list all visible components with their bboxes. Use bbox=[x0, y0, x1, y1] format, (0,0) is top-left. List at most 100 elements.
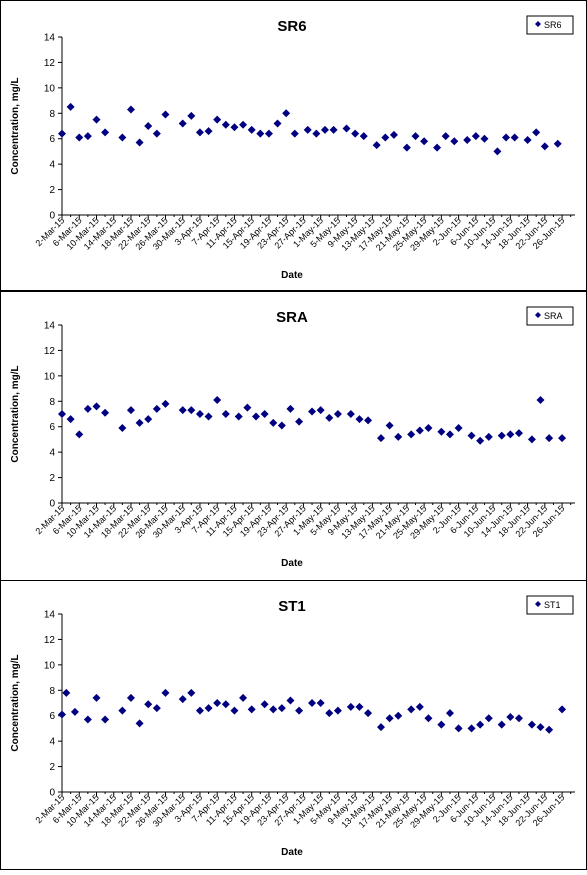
legend-label: SR6 bbox=[544, 20, 562, 30]
data-point bbox=[372, 141, 381, 150]
data-point bbox=[152, 704, 161, 713]
data-point bbox=[558, 434, 567, 443]
data-point bbox=[325, 709, 334, 718]
y-tick-label: 4 bbox=[49, 737, 55, 748]
data-point bbox=[385, 421, 394, 430]
data-point bbox=[329, 125, 338, 134]
data-point bbox=[161, 399, 170, 408]
data-point bbox=[221, 410, 230, 418]
data-point bbox=[118, 423, 127, 432]
data-point bbox=[441, 132, 450, 141]
data-point bbox=[230, 123, 239, 132]
data-point bbox=[144, 122, 153, 130]
data-point bbox=[178, 695, 187, 704]
data-point bbox=[239, 693, 248, 702]
data-point bbox=[364, 416, 373, 425]
data-point bbox=[502, 133, 511, 142]
data-point bbox=[540, 142, 549, 151]
data-point bbox=[264, 129, 273, 138]
y-tick-label: 6 bbox=[49, 134, 55, 145]
data-point bbox=[247, 125, 256, 134]
data-point bbox=[359, 132, 368, 141]
legend-box bbox=[526, 306, 574, 326]
data-point bbox=[536, 396, 545, 405]
data-point bbox=[213, 396, 222, 405]
data-point bbox=[316, 699, 325, 707]
data-point bbox=[467, 724, 476, 733]
data-point bbox=[118, 133, 127, 142]
data-point bbox=[450, 137, 459, 146]
data-point bbox=[514, 429, 523, 438]
data-point bbox=[527, 435, 536, 444]
y-tick-label: 12 bbox=[44, 635, 56, 646]
data-point bbox=[312, 129, 321, 138]
data-point bbox=[493, 147, 502, 156]
data-point bbox=[527, 720, 536, 729]
data-point bbox=[506, 430, 515, 439]
data-point bbox=[161, 110, 170, 119]
data-point bbox=[351, 129, 360, 138]
y-tick-label: 10 bbox=[44, 660, 56, 671]
data-point bbox=[295, 417, 304, 426]
data-point bbox=[308, 699, 317, 707]
y-tick-label: 8 bbox=[49, 109, 55, 120]
data-point bbox=[316, 406, 325, 415]
data-point bbox=[333, 706, 342, 715]
data-point bbox=[484, 432, 493, 441]
data-point bbox=[467, 431, 476, 440]
data-point bbox=[204, 127, 213, 136]
y-tick-label: 4 bbox=[49, 448, 55, 459]
data-point bbox=[355, 415, 364, 424]
data-point bbox=[454, 724, 463, 733]
data-point bbox=[187, 688, 196, 697]
legend-label: SRA bbox=[544, 311, 563, 321]
data-point bbox=[126, 693, 135, 702]
data-point bbox=[342, 124, 351, 133]
data-point bbox=[506, 712, 515, 721]
data-point bbox=[269, 705, 278, 714]
y-tick-label: 12 bbox=[44, 58, 56, 69]
y-tick-label: 14 bbox=[44, 321, 56, 332]
y-tick-label: 0 bbox=[49, 788, 55, 799]
y-tick-label: 2 bbox=[49, 473, 55, 484]
y-tick-label: 2 bbox=[49, 762, 55, 773]
data-point bbox=[420, 137, 429, 146]
legend-box bbox=[526, 595, 574, 615]
panel-frame bbox=[0, 580, 587, 870]
data-point bbox=[381, 133, 390, 142]
data-point bbox=[135, 418, 144, 427]
data-point bbox=[144, 415, 153, 424]
data-point bbox=[532, 128, 541, 137]
data-point bbox=[221, 700, 230, 709]
data-point bbox=[234, 412, 243, 421]
data-point bbox=[377, 723, 386, 732]
data-point bbox=[101, 408, 110, 417]
data-point bbox=[346, 410, 355, 418]
data-point bbox=[558, 705, 567, 714]
legend-box bbox=[526, 15, 574, 35]
data-point bbox=[101, 128, 110, 137]
chart-title: SR6 bbox=[277, 18, 306, 35]
panel-frame bbox=[0, 0, 587, 291]
data-point bbox=[277, 704, 286, 713]
data-point bbox=[195, 706, 204, 715]
data-point bbox=[424, 714, 433, 723]
data-point bbox=[83, 132, 92, 141]
data-point bbox=[58, 129, 66, 138]
data-point bbox=[510, 133, 519, 142]
data-point bbox=[58, 410, 66, 418]
data-point bbox=[204, 704, 213, 713]
data-point bbox=[126, 406, 135, 415]
data-point bbox=[58, 710, 66, 719]
data-point bbox=[407, 430, 416, 439]
data-point bbox=[497, 431, 506, 440]
data-point bbox=[269, 418, 278, 427]
data-point bbox=[195, 128, 204, 137]
y-tick-label: 0 bbox=[49, 211, 55, 222]
data-point bbox=[437, 720, 446, 729]
data-point bbox=[333, 410, 342, 418]
legend-marker-icon bbox=[535, 601, 541, 607]
data-point bbox=[92, 115, 101, 124]
